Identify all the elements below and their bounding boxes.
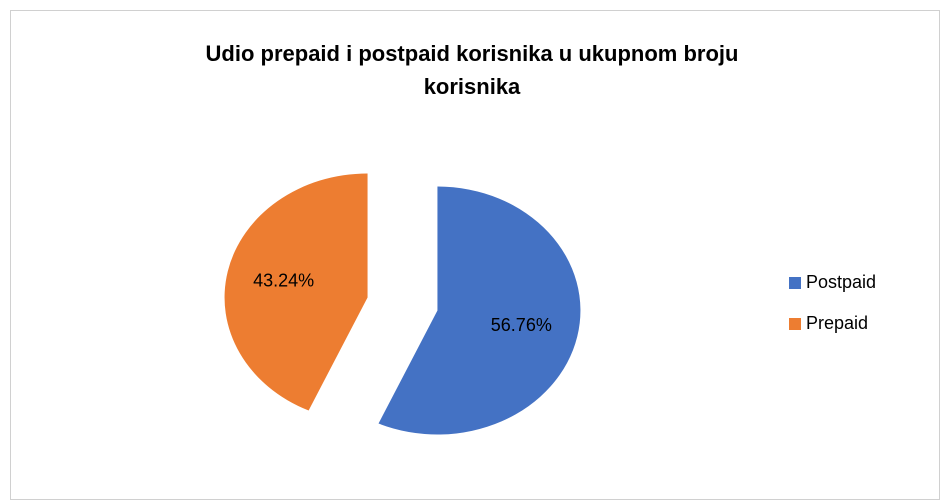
legend-label: Prepaid [806,313,868,333]
data-label: 56.76% [491,315,552,335]
pie-slice [378,186,581,435]
chart-title: Udio prepaid i postpaid korisnika u ukup… [206,41,739,99]
legend-swatch [789,277,801,289]
legend-swatch [789,318,801,330]
data-label: 43.24% [253,271,314,291]
pie-slice [224,173,368,411]
legend-label: Postpaid [806,272,876,292]
